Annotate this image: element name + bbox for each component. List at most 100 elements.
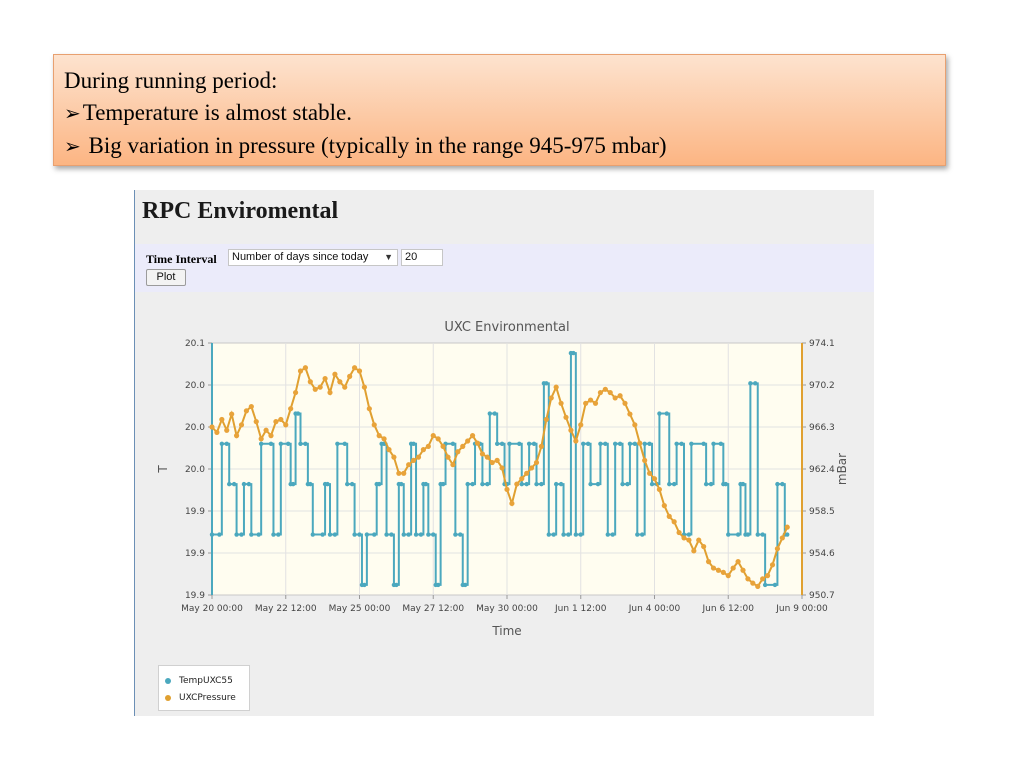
data-point-tempuxc55: [357, 532, 362, 537]
data-point-tempuxc55: [480, 481, 485, 487]
x-tick-label: May 30 00:00: [476, 604, 538, 614]
data-point-uxcpressure: [312, 386, 318, 392]
data-point-uxcpressure: [587, 397, 594, 403]
data-point-tempuxc55: [544, 381, 549, 386]
data-point-uxcpressure: [607, 389, 613, 396]
data-point-uxcpressure: [327, 389, 333, 396]
data-point-uxcpressure: [484, 454, 490, 460]
data-point-uxcpressure: [764, 573, 771, 579]
data-point-tempuxc55: [227, 481, 232, 487]
y-left-tick-label: 20.0: [185, 381, 205, 391]
data-point-uxcpressure: [760, 576, 766, 582]
data-point-tempuxc55: [431, 532, 436, 537]
data-point-tempuxc55: [711, 441, 716, 446]
y-right-axis-title: mBar: [835, 453, 849, 485]
data-point-tempuxc55: [364, 532, 370, 537]
summary-note-box: During running period: ➢Temperature is a…: [53, 54, 946, 166]
data-point-uxcpressure: [455, 449, 461, 455]
data-point-uxcpressure: [278, 416, 284, 423]
interval-select[interactable]: Number of days since today ▼: [228, 249, 398, 266]
data-point-tempuxc55: [642, 441, 647, 446]
x-tick-label: May 27 12:00: [402, 604, 464, 614]
note-line-pressure: ➢ Big variation in pressure (typically i…: [64, 130, 935, 163]
y-right-tick-label: 966.3: [809, 423, 835, 433]
data-point-tempuxc55: [352, 532, 357, 537]
y-left-tick-label: 20.0: [185, 423, 205, 433]
data-point-uxcpressure: [366, 406, 372, 412]
data-point-tempuxc55: [740, 481, 746, 487]
data-point-uxcpressure: [406, 462, 412, 468]
data-point-tempuxc55: [667, 481, 672, 487]
data-point-uxcpressure: [651, 476, 658, 482]
data-point-uxcpressure: [686, 537, 692, 543]
days-input[interactable]: 20: [401, 249, 443, 266]
data-point-tempuxc55: [539, 481, 544, 487]
data-point-tempuxc55: [224, 441, 229, 446]
data-point-tempuxc55: [426, 532, 431, 537]
x-tick-label: Jun 1 12:00: [554, 604, 607, 614]
data-point-tempuxc55: [657, 411, 662, 416]
data-point-tempuxc55: [671, 481, 677, 487]
data-point-tempuxc55: [423, 481, 429, 487]
data-point-tempuxc55: [708, 481, 714, 487]
x-axis-title: Time: [491, 624, 521, 638]
data-point-tempuxc55: [458, 532, 463, 537]
data-point-tempuxc55: [605, 532, 610, 537]
data-point-uxcpressure: [209, 424, 215, 430]
data-point-uxcpressure: [656, 486, 663, 493]
data-point-tempuxc55: [376, 481, 382, 487]
data-point-tempuxc55: [735, 532, 741, 537]
data-point-tempuxc55: [463, 582, 468, 588]
data-point-tempuxc55: [647, 441, 652, 446]
data-point-tempuxc55: [332, 532, 338, 537]
data-point-tempuxc55: [494, 441, 500, 446]
data-point-uxcpressure: [440, 443, 446, 449]
data-point-tempuxc55: [679, 441, 684, 446]
data-point-tempuxc55: [394, 582, 399, 588]
data-point-uxcpressure: [469, 433, 476, 439]
data-point-uxcpressure: [465, 438, 471, 444]
plot-button[interactable]: Plot: [146, 269, 186, 286]
data-point-uxcpressure: [297, 368, 304, 374]
legend-temp-label: TempUXC55: [179, 676, 233, 686]
data-point-uxcpressure: [430, 433, 436, 439]
y-right-tick-label: 954.6: [809, 549, 835, 559]
data-point-tempuxc55: [571, 350, 576, 356]
legend-item-pressure[interactable]: UXCPressure: [165, 691, 236, 705]
data-point-tempuxc55: [249, 532, 254, 537]
data-point-uxcpressure: [602, 386, 608, 392]
data-point-tempuxc55: [406, 532, 411, 537]
data-point-tempuxc55: [649, 481, 655, 487]
data-point-tempuxc55: [534, 481, 539, 487]
data-point-tempuxc55: [470, 481, 475, 487]
data-point-uxcpressure: [371, 422, 377, 428]
data-point-tempuxc55: [585, 441, 591, 446]
data-point-uxcpressure: [504, 486, 510, 493]
x-tick-label: May 20 00:00: [181, 604, 243, 614]
chevron-down-icon: ▼: [384, 252, 393, 262]
data-point-uxcpressure: [435, 436, 441, 442]
data-point-tempuxc55: [310, 532, 315, 537]
data-point-uxcpressure: [568, 427, 574, 433]
data-point-tempuxc55: [290, 481, 296, 487]
data-point-uxcpressure: [243, 408, 250, 414]
data-point-tempuxc55: [217, 532, 222, 537]
data-point-uxcpressure: [779, 535, 785, 541]
data-point-uxcpressure: [376, 433, 382, 439]
legend-item-temp[interactable]: TempUXC55: [165, 674, 233, 688]
data-point-uxcpressure: [553, 384, 559, 390]
data-point-tempuxc55: [748, 381, 753, 386]
data-point-tempuxc55: [372, 532, 377, 537]
data-point-tempuxc55: [553, 481, 559, 487]
data-point-tempuxc55: [686, 532, 692, 537]
data-point-tempuxc55: [219, 441, 225, 446]
y-left-tick-label: 20.0: [185, 465, 205, 475]
note-text-pressure: Big variation in pressure (typically in …: [82, 133, 667, 158]
query-form-panel: Time Interval Number of days since today…: [135, 244, 874, 292]
data-point-tempuxc55: [745, 532, 751, 537]
data-point-tempuxc55: [755, 532, 760, 537]
data-point-tempuxc55: [718, 441, 724, 446]
data-point-uxcpressure: [642, 457, 648, 463]
data-point-uxcpressure: [666, 513, 672, 519]
data-point-uxcpressure: [701, 543, 707, 550]
